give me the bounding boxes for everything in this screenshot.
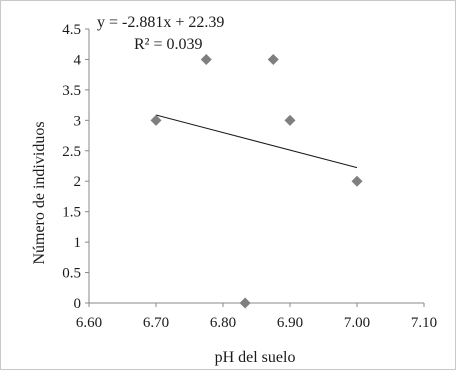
y-tick-label: 0.5 xyxy=(62,266,81,282)
y-tick-label: 3 xyxy=(74,113,82,129)
y-tick-label: 1.5 xyxy=(62,205,81,221)
equation-label: y = -2.881x + 22.39 xyxy=(97,14,224,31)
y-tick-label: 2 xyxy=(74,174,82,190)
data-point xyxy=(239,297,251,309)
x-tick-label: 7.10 xyxy=(411,315,437,331)
data-point xyxy=(200,53,212,65)
y-tick-label: 0 xyxy=(74,296,82,312)
y-axis-title: Número de individuos xyxy=(31,121,48,264)
r-squared-label: R² = 0.039 xyxy=(134,36,203,53)
x-tick-label: 6.80 xyxy=(210,315,236,331)
y-tick-label: 3.5 xyxy=(62,83,81,99)
x-tick-label: 7.00 xyxy=(344,315,370,331)
data-points xyxy=(150,53,363,309)
x-tick-label: 6.90 xyxy=(277,315,303,331)
data-point xyxy=(267,53,279,65)
y-tick-label: 4 xyxy=(74,52,82,68)
x-axis-title: pH del suelo xyxy=(215,349,296,366)
trendline xyxy=(155,114,358,169)
y-tick-label: 2.5 xyxy=(62,144,81,160)
x-axis-ticks: 6.60 6.70 6.80 6.90 7.00 7.10 xyxy=(76,303,437,331)
x-tick-label: 6.70 xyxy=(143,315,169,331)
data-point xyxy=(150,114,162,126)
y-tick-label: 1 xyxy=(74,235,82,251)
data-point xyxy=(284,114,296,126)
x-tick-label: 6.60 xyxy=(76,315,102,331)
y-tick-label: 4.5 xyxy=(62,22,81,38)
data-point xyxy=(351,175,363,187)
y-axis-ticks: 0 0.5 1 1.5 2 2.5 3 3.5 4 4.5 xyxy=(62,22,89,312)
